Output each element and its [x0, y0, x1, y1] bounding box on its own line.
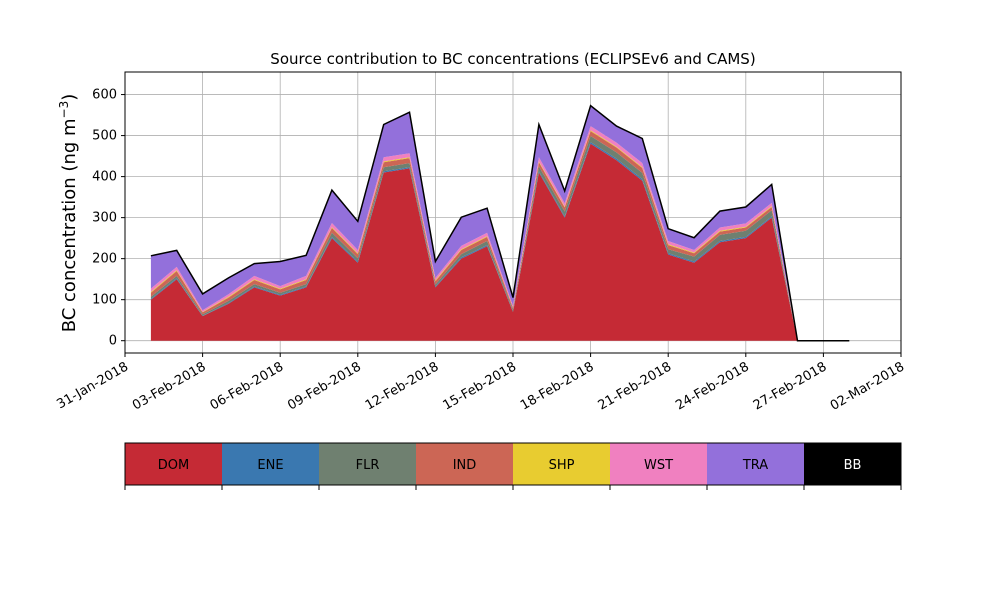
legend-swatch-dom: [125, 443, 222, 485]
y-tick-label: 400: [92, 170, 117, 185]
x-tick-label: 27-Feb-2018: [751, 359, 830, 413]
x-tick-label: 18-Feb-2018: [518, 359, 597, 413]
legend: DOM ENE FLR IND SHP WST TRA BB: [124, 442, 902, 490]
legend-label: BB: [844, 458, 862, 473]
legend-label: WST: [644, 458, 673, 473]
legend-swatch-bb: [804, 443, 901, 485]
y-axis-label: BC concentration (ng m−3): [57, 94, 80, 333]
x-tick-label: 31-Jan-2018: [54, 359, 131, 412]
legend-swatch-ene: [222, 443, 319, 485]
x-tick-label: 06-Feb-2018: [208, 359, 287, 413]
y-tick-label: 200: [92, 252, 117, 267]
legend-label: TRA: [742, 458, 768, 473]
y-axis-label-main: BC concentration (ng m: [59, 118, 80, 332]
legend-swatch-shp: [513, 443, 610, 485]
area-tra: [150, 105, 850, 341]
x-tick-label: 03-Feb-2018: [130, 359, 209, 413]
legend-label: DOM: [158, 458, 189, 473]
stacked-area-layer: [150, 104, 850, 342]
legend-label: IND: [453, 458, 477, 473]
x-tick-label: 21-Feb-2018: [596, 359, 675, 413]
total-line: [150, 104, 850, 342]
chart-title: Source contribution to BC concentrations…: [270, 50, 755, 68]
x-tick-label: 24-Feb-2018: [673, 359, 752, 413]
y-axis-label-close: ): [59, 94, 80, 101]
legend-swatch-wst: [610, 443, 707, 485]
y-tick-label: 500: [92, 129, 117, 144]
area-dom: [150, 143, 850, 341]
x-tick-label: 12-Feb-2018: [363, 359, 442, 413]
y-tick-label: 600: [92, 88, 117, 103]
legend-label: ENE: [257, 458, 283, 473]
y-tick-label: 100: [92, 293, 117, 308]
legend-swatch-ind: [416, 443, 513, 485]
legend-swatch-tra: [707, 443, 804, 485]
y-tick-label: 300: [92, 211, 117, 226]
x-tick-label: 09-Feb-2018: [285, 359, 364, 413]
x-tick-label: 02-Mar-2018: [828, 359, 907, 413]
x-tick-label: 15-Feb-2018: [440, 359, 519, 413]
y-tick-label: 0: [109, 334, 117, 349]
y-axis-label-sup: −3: [57, 101, 71, 119]
legend-label: SHP: [549, 458, 575, 473]
legend-swatch-flr: [319, 443, 416, 485]
legend-label: FLR: [356, 458, 380, 473]
